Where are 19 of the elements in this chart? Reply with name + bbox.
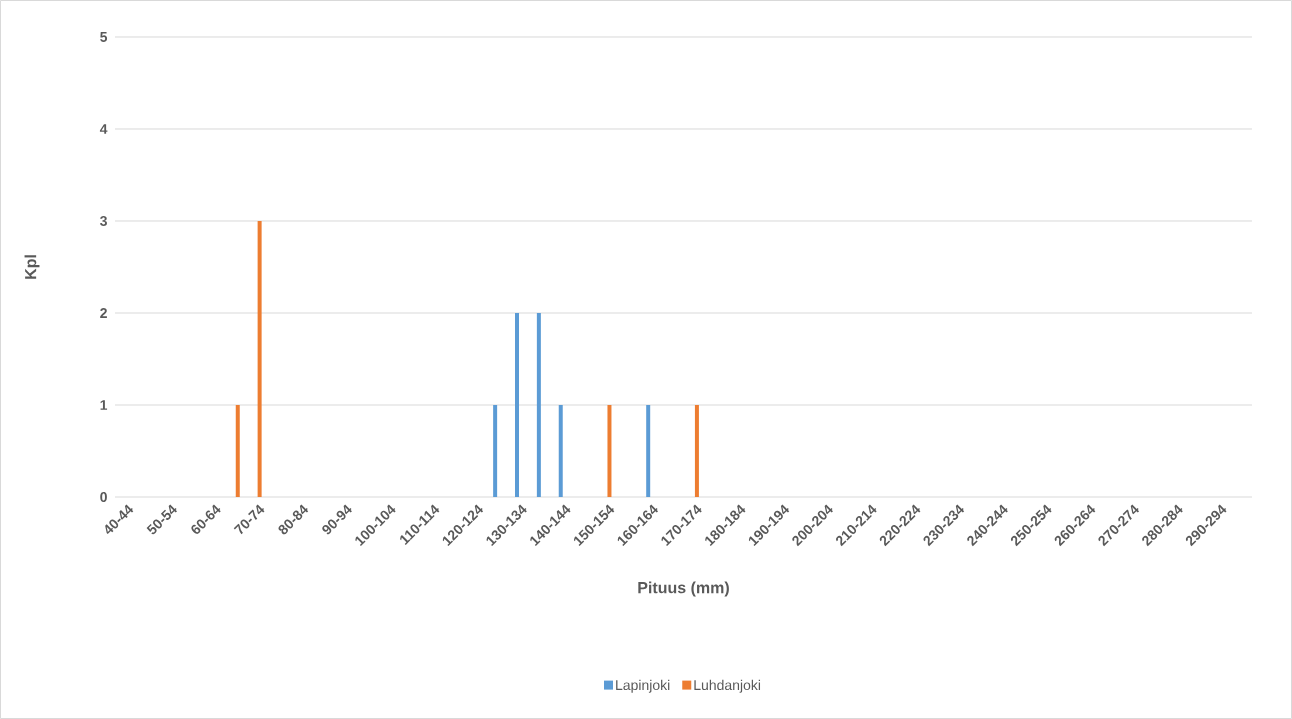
bar bbox=[607, 405, 612, 497]
bar bbox=[515, 313, 519, 497]
bar bbox=[646, 405, 651, 497]
y-tick-label: 3 bbox=[100, 216, 107, 226]
bar bbox=[536, 313, 541, 497]
x-axis-title: Pituus (mm) bbox=[638, 581, 729, 597]
bar bbox=[694, 405, 699, 497]
y-tick-label: 0 bbox=[100, 492, 107, 502]
y-tick-label: 4 bbox=[99, 124, 108, 134]
bar bbox=[235, 405, 240, 497]
bar bbox=[558, 405, 563, 497]
bar bbox=[493, 405, 498, 497]
y-axis-title: Kpl bbox=[24, 255, 40, 279]
legend-label: Lapinjoki bbox=[616, 679, 670, 693]
y-tick-label: 1 bbox=[100, 400, 108, 410]
bar bbox=[257, 221, 262, 497]
legend-label: Luhdanjoki bbox=[694, 679, 761, 693]
y-tick-label: 5 bbox=[100, 32, 108, 42]
y-tick-label: 2 bbox=[100, 308, 107, 318]
